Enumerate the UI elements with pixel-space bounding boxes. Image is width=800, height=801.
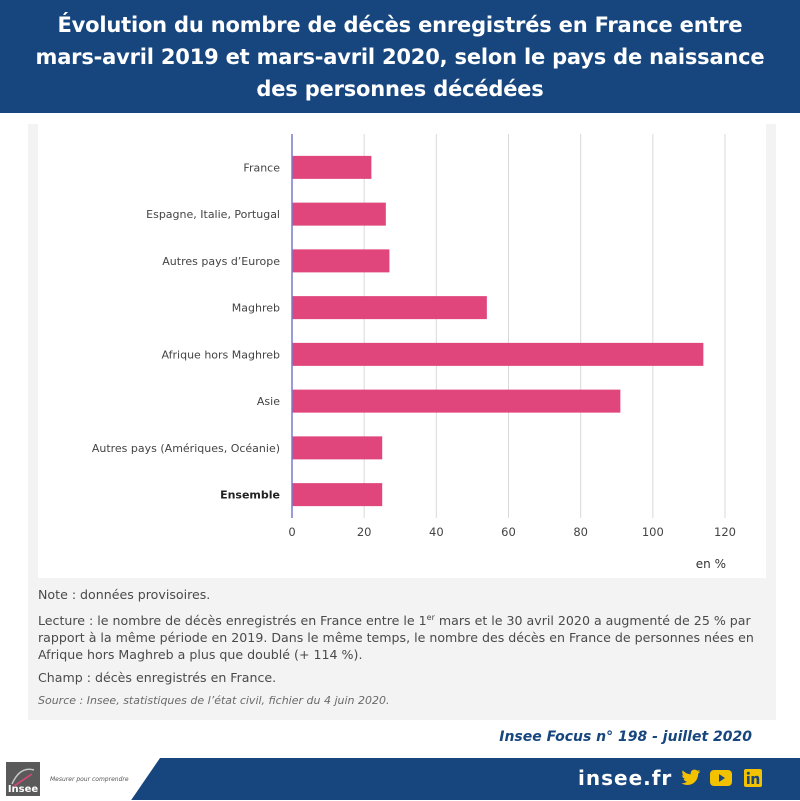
category-label: Espagne, Italie, Portugal	[146, 208, 280, 221]
x-tick-label: 20	[357, 525, 372, 539]
publication-reference: Insee Focus n° 198 - juillet 2020	[499, 729, 752, 745]
unit-label: en %	[696, 557, 726, 571]
linkedin-icon[interactable]	[742, 767, 764, 789]
bar	[292, 389, 621, 413]
x-tick-label: 100	[642, 525, 664, 539]
category-label: France	[243, 161, 280, 174]
bar	[292, 249, 390, 273]
bar-chart: 0 20 40 60 80 100 120 France Espagne, Italie, Po…	[92, 134, 736, 571]
twitter-icon[interactable]	[680, 767, 702, 789]
chart-notes: Note : données provisoires. Lecture : le…	[38, 586, 774, 715]
chart-area: 0 20 40 60 80 100 120 France Espagne, Italie, Po…	[38, 124, 766, 578]
chart-panel: 0 20 40 60 80 100 120 France Espagne, Italie, Po…	[28, 124, 776, 720]
bar	[292, 436, 383, 460]
x-tick-label: 120	[714, 525, 736, 539]
site-link[interactable]: insee.fr	[578, 766, 673, 790]
bar	[292, 155, 372, 179]
insee-logo-icon[interactable]	[6, 762, 40, 796]
champ-text: Champ : décès enregistrés en France.	[38, 670, 277, 686]
bar	[292, 202, 386, 226]
category-label: Autres pays (Amériques, Océanie)	[92, 442, 280, 455]
logo-text: Insee	[7, 784, 39, 795]
lecture-part2: mars et le 30 avril 2020 a augmenté de 2…	[38, 613, 754, 663]
bar	[292, 483, 383, 507]
youtube-icon[interactable]	[710, 767, 732, 789]
note-text: Note : données provisoires.	[38, 587, 211, 602]
lecture-part1: Lecture : le nombre de décès enregistrés…	[38, 613, 427, 629]
category-label: Asie	[257, 395, 280, 408]
category-label: Afrique hors Maghreb	[162, 348, 280, 361]
x-tick-label: 60	[501, 525, 516, 539]
x-tick-label: 40	[429, 525, 444, 539]
bar	[292, 342, 704, 366]
lecture-sup: er	[426, 613, 435, 622]
category-label: Maghreb	[232, 302, 280, 315]
x-tick-label: 80	[573, 525, 588, 539]
category-label: Autres pays d’Europe	[162, 255, 280, 268]
tagline: Mesurer pour comprendre	[50, 776, 129, 783]
lecture-text: Lecture : le nombre de décès enregistrés…	[38, 609, 774, 663]
category-label: Ensemble	[220, 489, 280, 502]
x-tick-label: 0	[288, 525, 295, 539]
source-text: Source : Insee, statistiques de l’état c…	[38, 694, 390, 708]
bar	[292, 296, 487, 320]
page-title: Évolution du nombre de décès enregistrés…	[35, 12, 765, 101]
header-banner: Évolution du nombre de décès enregistrés…	[0, 0, 800, 113]
footer-bar: Insee Mesurer pour comprendre insee.fr	[0, 758, 800, 800]
